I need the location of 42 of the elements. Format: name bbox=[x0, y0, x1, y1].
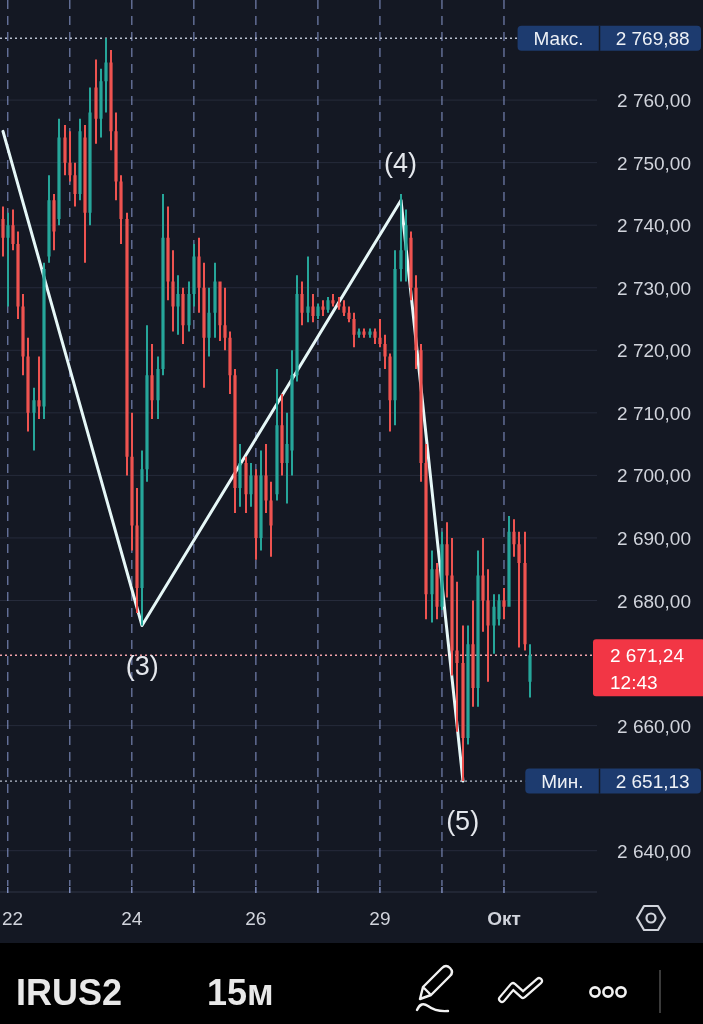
ref-line-label: 2 671,24 bbox=[610, 645, 685, 667]
candlestick bbox=[362, 328, 366, 338]
candlestick bbox=[6, 212, 10, 307]
y-tick-label: 2 700,00 bbox=[617, 465, 691, 487]
candlestick bbox=[368, 328, 372, 338]
text: IRUS2 bbox=[16, 972, 123, 1013]
candlestick bbox=[331, 294, 335, 307]
y-tick-label: 2 720,00 bbox=[617, 340, 691, 362]
y-tick-label: 2 690,00 bbox=[617, 527, 691, 549]
candlestick bbox=[306, 256, 310, 323]
y-tick-label: 2 730,00 bbox=[617, 277, 691, 299]
text: Макс. 2 769,88 bbox=[533, 28, 690, 50]
candlestick bbox=[337, 297, 341, 310]
candlestick bbox=[486, 569, 490, 682]
y-tick-label: 2 740,00 bbox=[617, 215, 691, 237]
y-tick-label: 2 640,00 bbox=[617, 840, 691, 862]
candlestick bbox=[321, 300, 325, 316]
x-tick-label: 29 bbox=[369, 908, 391, 929]
candlestick bbox=[455, 581, 459, 732]
candlestick bbox=[176, 275, 180, 335]
y-tick-label: 2 660,00 bbox=[617, 715, 691, 737]
candlestick bbox=[223, 287, 227, 351]
x-tick-label: 24 bbox=[121, 908, 143, 929]
candlestick bbox=[481, 537, 485, 632]
text: Мин. 2 651,13 bbox=[541, 771, 690, 793]
text: 15м bbox=[207, 972, 274, 1013]
x-tick-label: 22 bbox=[2, 908, 24, 929]
y-tick-label: 2 710,00 bbox=[617, 402, 691, 424]
y-tick-label: 2 680,00 bbox=[617, 590, 691, 612]
y-tick-label: 2 750,00 bbox=[617, 152, 691, 174]
candlestick bbox=[399, 193, 403, 282]
candlestick bbox=[357, 328, 361, 338]
y-tick-label: 2 760,00 bbox=[617, 90, 691, 112]
annotation: (4) bbox=[384, 148, 418, 179]
candlestick bbox=[517, 531, 521, 648]
annotation: (5) bbox=[446, 806, 480, 837]
candlestick bbox=[32, 387, 36, 451]
x-tick-label: 26 bbox=[245, 908, 267, 929]
candlestick bbox=[37, 356, 41, 420]
text: 12:43 bbox=[610, 672, 658, 694]
x-tick-label: Окт bbox=[487, 908, 521, 929]
annotation: (3) bbox=[125, 650, 159, 681]
